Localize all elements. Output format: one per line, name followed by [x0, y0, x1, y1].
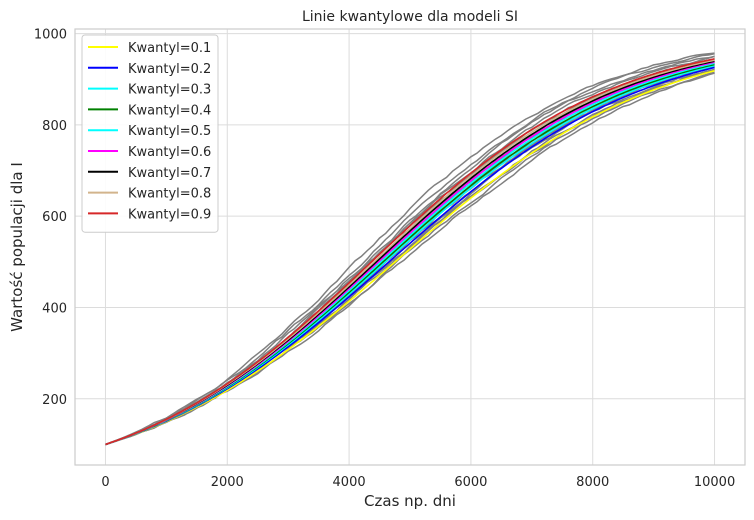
- legend-box: [81, 34, 219, 233]
- y-axis-title: Wartość populacji dla I: [8, 162, 26, 332]
- y-tick-label: 1000: [34, 28, 67, 43]
- plot-frame: [74, 28, 746, 466]
- y-tick-label: 400: [42, 301, 67, 316]
- legend-label: Kwantyl=0.3: [128, 83, 211, 98]
- legend: Kwantyl=0.1 Kwantyl=0.2 Kwantyl=0.3 Kwantyl…: [81, 34, 219, 233]
- legend-label: Kwantyl=0.1: [128, 41, 211, 56]
- legend-label: Kwantyl=0.9: [128, 207, 211, 222]
- x-tick-label: 6000: [454, 475, 487, 490]
- x-tick-label: 2000: [211, 475, 244, 490]
- x-tick-labels: 0 2000 4000 6000 8000 10000: [101, 475, 735, 490]
- chart-title: Linie kwantylowe dla modeli SI: [302, 9, 518, 25]
- legend-label: Kwantyl=0.5: [128, 124, 211, 139]
- y-tick-labels: 200 400 600 800 1000: [34, 28, 67, 408]
- y-tick-label: 600: [42, 210, 67, 225]
- y-tick-label: 800: [42, 119, 67, 134]
- simulation-path: [105, 72, 715, 446]
- legend-label: Kwantyl=0.6: [128, 145, 211, 160]
- x-tick-label: 8000: [576, 475, 609, 490]
- x-tick-label: 10000: [694, 475, 735, 490]
- y-tick-label: 200: [42, 393, 67, 408]
- legend-label: Kwantyl=0.8: [128, 187, 211, 202]
- quantile-lines: [105, 58, 715, 446]
- legend-label: Kwantyl=0.7: [128, 166, 211, 181]
- x-axis-title: Czas np. dni: [364, 492, 456, 510]
- quantile-line: [105, 58, 715, 446]
- x-tick-label: 4000: [333, 475, 366, 490]
- legend-label: Kwantyl=0.4: [128, 103, 211, 118]
- quantile-line: [105, 70, 715, 446]
- legend-label: Kwantyl=0.2: [128, 62, 211, 77]
- simulation-path: [105, 52, 715, 446]
- x-tick-label: 0: [101, 475, 109, 490]
